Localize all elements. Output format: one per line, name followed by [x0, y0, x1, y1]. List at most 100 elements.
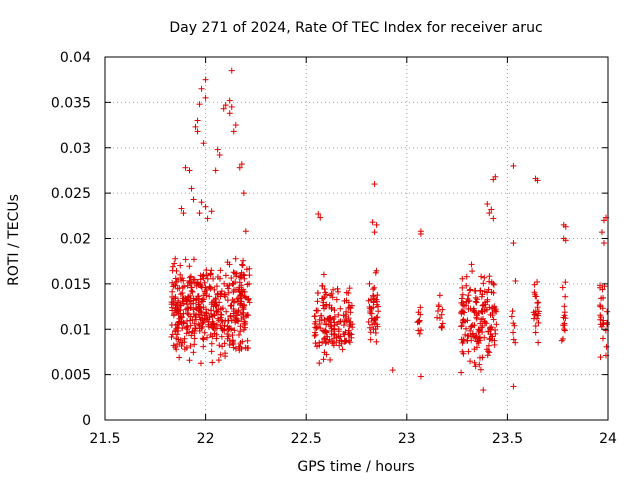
data-point	[510, 336, 517, 343]
data-point	[191, 256, 198, 263]
x-tick-label: 23.5	[492, 431, 523, 447]
data-point	[219, 343, 226, 350]
data-point	[323, 320, 330, 327]
data-point	[319, 282, 326, 289]
data-point	[600, 217, 607, 224]
axis-ticks	[104, 56, 609, 421]
data-point	[438, 324, 445, 331]
data-point	[186, 357, 193, 364]
data-point	[372, 269, 379, 276]
data-point	[216, 275, 223, 282]
data-point	[417, 311, 424, 318]
data-point	[434, 308, 441, 315]
data-point	[483, 306, 490, 313]
data-point	[186, 167, 193, 174]
x-tick-label: 22.5	[291, 431, 322, 447]
data-point	[389, 367, 396, 374]
data-point	[597, 282, 604, 289]
data-point	[337, 305, 344, 312]
data-point	[199, 296, 206, 303]
data-point	[169, 288, 176, 295]
data-point	[230, 269, 237, 276]
data-point	[464, 337, 471, 344]
data-point	[480, 301, 487, 308]
data-point	[230, 128, 237, 135]
data-point	[186, 263, 193, 270]
data-point	[240, 304, 247, 311]
data-point	[472, 294, 479, 301]
data-point	[340, 322, 347, 329]
data-point	[371, 295, 378, 302]
data-point	[335, 288, 342, 295]
data-point	[534, 299, 541, 306]
data-point	[193, 311, 200, 318]
data-point	[597, 312, 604, 319]
data-point	[196, 327, 203, 334]
data-point	[318, 312, 325, 319]
y-tick-label: 0.035	[51, 95, 91, 111]
data-point	[334, 285, 341, 292]
data-point	[212, 167, 219, 174]
data-point	[168, 333, 175, 340]
data-point	[365, 318, 372, 325]
y-tick-label: 0.025	[51, 186, 91, 202]
data-point	[317, 214, 324, 221]
data-point	[189, 288, 196, 295]
data-point	[209, 299, 216, 306]
data-point	[328, 304, 335, 311]
data-point	[200, 292, 207, 299]
data-point	[512, 277, 519, 284]
x-tick-label: 23	[398, 431, 416, 447]
data-point	[229, 332, 236, 339]
data-point	[493, 308, 500, 315]
x-axis-title: GPS time / hours	[297, 459, 414, 475]
data-point	[327, 356, 334, 363]
data-point	[246, 299, 253, 306]
data-point	[179, 290, 186, 297]
data-point	[478, 293, 485, 300]
data-point	[488, 206, 495, 213]
data-point	[460, 350, 467, 357]
data-point	[337, 318, 344, 325]
data-point	[562, 279, 569, 286]
data-point	[465, 348, 472, 355]
y-tick-label: 0.03	[60, 141, 91, 157]
data-point	[486, 336, 493, 343]
data-point	[373, 301, 380, 308]
data-point	[232, 122, 239, 129]
data-point	[604, 308, 611, 315]
data-point	[476, 361, 483, 368]
data-point	[482, 319, 489, 326]
data-point	[211, 330, 218, 337]
data-point	[415, 327, 422, 334]
data-point	[347, 330, 354, 337]
data-point	[206, 293, 213, 300]
data-point	[185, 294, 192, 301]
data-point	[203, 267, 210, 274]
data-point	[339, 346, 346, 353]
data-point	[190, 196, 197, 203]
data-point	[530, 309, 537, 316]
data-point	[345, 327, 352, 334]
data-point	[231, 287, 238, 294]
data-point	[474, 334, 481, 341]
data-point	[477, 366, 484, 373]
data-point	[314, 307, 321, 314]
data-point	[228, 326, 235, 333]
data-point	[190, 349, 197, 356]
data-point	[561, 326, 568, 333]
data-point	[202, 284, 209, 291]
data-point	[244, 345, 251, 352]
x-tick-label: 24	[599, 431, 617, 447]
data-point	[508, 313, 515, 320]
data-point	[366, 280, 373, 287]
data-point	[368, 296, 375, 303]
data-point	[488, 326, 495, 333]
data-point	[476, 354, 483, 361]
data-point	[439, 320, 446, 327]
data-point	[220, 105, 227, 112]
tick-labels: 21.5 22 22.5 23 23.5 24 0 0.005 0.01 0.015 0.02 0.0…	[51, 50, 617, 447]
data-point	[176, 319, 183, 326]
data-point	[471, 322, 478, 329]
data-point	[203, 310, 210, 317]
